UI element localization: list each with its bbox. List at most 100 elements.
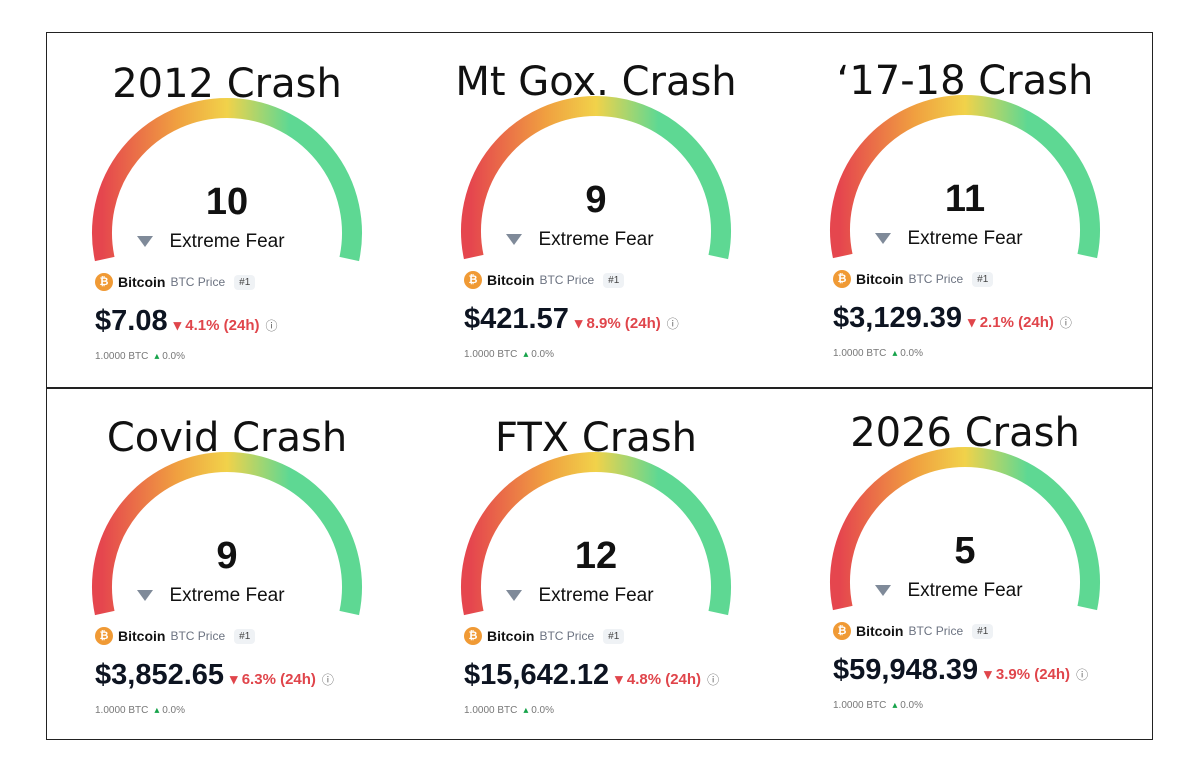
fear-greed-panel: 2026 Crash 5 Extreme Fear ₿ Bitcoin BTC … <box>785 382 1154 736</box>
gauge-arc <box>92 452 362 616</box>
bitcoin-icon: ₿ <box>833 270 851 288</box>
down-arrow-icon: ▾ <box>173 317 186 334</box>
info-icon[interactable]: ⓘ <box>321 673 334 687</box>
btc-amount-change: 0.0% <box>900 700 923 711</box>
down-arrow-icon: ▾ <box>984 666 996 683</box>
price-change-text: 4.8% (24h) <box>626 671 702 688</box>
coin-symbol: BTC Price <box>170 275 226 289</box>
price-row: $3,852.65 ▾ 6.3% (24h) ⓘ <box>95 659 334 692</box>
rank-badge: #1 <box>234 628 256 644</box>
info-icon[interactable]: ⓘ <box>1076 668 1089 682</box>
index-value: 11 <box>944 178 986 220</box>
btc-amount-row: 1.0000 BTC ▴ 0.0% <box>833 348 923 359</box>
fear-greed-gauge <box>830 95 1100 259</box>
fear-greed-gauge <box>92 98 362 262</box>
gauge-pointer-icon <box>137 590 153 601</box>
coin-symbol: BTC Price <box>539 629 595 643</box>
down-arrow-icon: ▾ <box>574 315 587 332</box>
crash-comparison-grid: 2012 Crash 10 Extreme Fear ₿ Bitcoin BTC… <box>46 32 1153 740</box>
price: $7.08 <box>95 305 168 337</box>
btc-amount: 1.0000 BTC <box>464 705 518 716</box>
price-row: $421.57 ▾ 8.9% (24h) ⓘ <box>464 303 679 336</box>
btc-amount-change: 0.0% <box>900 348 923 359</box>
bitcoin-icon: ₿ <box>464 271 482 289</box>
price-change-text: 3.9% (24h) <box>995 666 1071 683</box>
coin-name[interactable]: Bitcoin <box>856 271 904 287</box>
btc-amount-row: 1.0000 BTC ▴ 0.0% <box>95 705 185 716</box>
gauge-pointer-icon <box>506 234 522 245</box>
btc-amount-row: 1.0000 BTC ▴ 0.0% <box>464 705 554 716</box>
gauge-pointer-icon <box>137 236 153 247</box>
down-arrow-icon: ▾ <box>615 671 627 688</box>
coin-header: ₿ Bitcoin BTC Price #1 <box>95 273 256 291</box>
price-row: $7.08 ▾ 4.1% (24h) ⓘ <box>95 305 278 338</box>
gauge-pointer-icon <box>875 233 891 244</box>
fear-greed-gauge <box>830 447 1100 611</box>
bitcoin-icon: ₿ <box>464 627 482 645</box>
sentiment-label: Extreme Fear <box>907 228 1023 249</box>
coin-name[interactable]: Bitcoin <box>856 623 904 639</box>
gauge-arc <box>830 95 1100 259</box>
index-value: 5 <box>954 530 976 572</box>
fear-greed-gauge <box>461 96 731 260</box>
index-value: 9 <box>216 535 238 577</box>
price-change-text: 2.1% (24h) <box>979 314 1054 331</box>
rank-badge: #1 <box>603 628 625 644</box>
coin-header: ₿ Bitcoin BTC Price #1 <box>833 622 994 640</box>
coin-name[interactable]: Bitcoin <box>487 272 535 288</box>
gauge-arc <box>830 447 1100 611</box>
btc-amount-change: 0.0% <box>531 349 554 360</box>
coin-name[interactable]: Bitcoin <box>118 628 166 644</box>
fear-greed-gauge <box>461 452 731 616</box>
coin-name[interactable]: Bitcoin <box>118 274 166 290</box>
price-change: ▾ 4.8% (24h) <box>615 670 701 688</box>
gauge-arc <box>92 98 362 262</box>
fear-greed-panel: ‘17-18 Crash 11 Extreme Fear ₿ Bitcoin B… <box>785 30 1154 384</box>
price-change: ▾ 4.1% (24h) <box>174 316 260 334</box>
gauge-pointer-icon <box>506 590 522 601</box>
price-change-text: 4.1% (24h) <box>185 317 260 334</box>
rank-badge: #1 <box>234 274 256 290</box>
info-icon[interactable]: ⓘ <box>707 673 720 687</box>
up-arrow-icon: ▴ <box>154 351 163 362</box>
rank-badge: #1 <box>972 271 994 287</box>
price-change: ▾ 2.1% (24h) <box>968 313 1054 331</box>
price: $3,129.39 <box>833 302 963 334</box>
btc-amount: 1.0000 BTC <box>833 700 887 711</box>
gauge-arc <box>461 452 731 616</box>
price-change: ▾ 8.9% (24h) <box>575 314 661 332</box>
price: $3,852.65 <box>95 659 225 691</box>
bitcoin-icon: ₿ <box>95 273 113 291</box>
info-icon[interactable]: ⓘ <box>265 319 278 333</box>
price-row: $15,642.12 ▾ 4.8% (24h) ⓘ <box>464 659 719 692</box>
index-value: 10 <box>205 181 249 223</box>
up-arrow-icon: ▴ <box>892 700 901 711</box>
price-change-text: 8.9% (24h) <box>586 315 661 332</box>
info-icon[interactable]: ⓘ <box>1059 316 1072 330</box>
up-arrow-icon: ▴ <box>523 705 532 716</box>
btc-amount-change: 0.0% <box>162 705 185 716</box>
coin-symbol: BTC Price <box>170 629 226 643</box>
coin-symbol: BTC Price <box>908 272 964 286</box>
btc-amount: 1.0000 BTC <box>95 351 149 362</box>
bitcoin-icon: ₿ <box>95 627 113 645</box>
rank-badge: #1 <box>972 623 994 639</box>
up-arrow-icon: ▴ <box>154 705 163 716</box>
coin-symbol: BTC Price <box>539 273 595 287</box>
rank-badge: #1 <box>603 272 625 288</box>
bitcoin-icon: ₿ <box>833 622 851 640</box>
btc-amount-row: 1.0000 BTC ▴ 0.0% <box>833 700 923 711</box>
btc-amount-change: 0.0% <box>162 351 185 362</box>
btc-amount-change: 0.0% <box>531 705 554 716</box>
up-arrow-icon: ▴ <box>523 349 532 360</box>
info-icon[interactable]: ⓘ <box>666 317 679 331</box>
sentiment-label: Extreme Fear <box>907 580 1023 601</box>
price: $59,948.39 <box>833 654 979 686</box>
coin-header: ₿ Bitcoin BTC Price #1 <box>464 271 625 289</box>
coin-symbol: BTC Price <box>908 624 964 638</box>
fear-greed-panel: FTX Crash 12 Extreme Fear ₿ Bitcoin BTC … <box>416 387 785 741</box>
btc-amount: 1.0000 BTC <box>464 349 518 360</box>
price: $15,642.12 <box>464 659 610 691</box>
index-value: 12 <box>574 535 618 577</box>
coin-name[interactable]: Bitcoin <box>487 628 535 644</box>
